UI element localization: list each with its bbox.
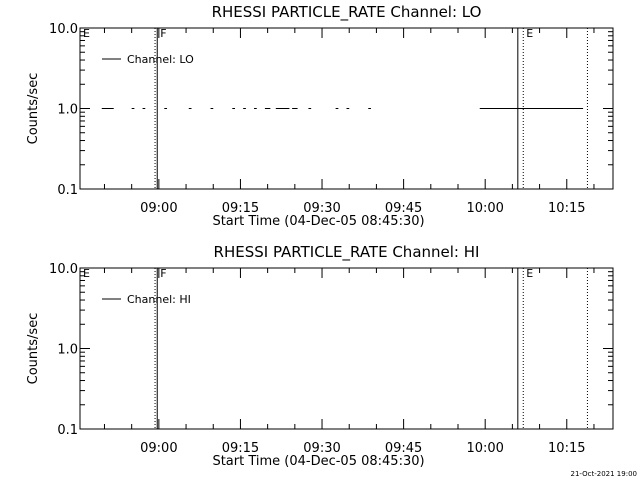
y-tick-label: 1.0: [57, 103, 78, 118]
y-tick-label: 10.0: [49, 22, 78, 37]
event-marker-label: E: [526, 267, 533, 280]
event-marker-label: F: [160, 267, 166, 280]
x-tick-label: 09:00: [140, 441, 177, 456]
event-marker-label: E: [526, 27, 533, 40]
chart-title: RHESSI PARTICLE_RATE Channel: LO: [212, 3, 482, 22]
x-tick-label: 09:15: [222, 441, 259, 456]
chart-panel-lo: RHESSI PARTICLE_RATE Channel: LO 0.1 1.0 10…: [26, 3, 614, 229]
x-tick-label: 09:15: [222, 201, 259, 216]
y-tick-label: 1.0: [57, 343, 78, 358]
y-tick-label: 10.0: [49, 262, 78, 277]
x-tick-label: 09:30: [303, 201, 340, 216]
x-tick-label: 10:00: [466, 441, 503, 456]
footer-timestamp: 21-Oct-2021 19:00: [571, 470, 637, 478]
x-tick-label: 09:30: [303, 441, 340, 456]
x-axis-label: Start Time (04-Dec-05 08:45:30): [212, 214, 424, 229]
event-marker-label: E: [83, 267, 90, 280]
y-tick-label: 0.1: [57, 423, 78, 438]
x-tick-label: 09:45: [385, 441, 422, 456]
legend-label: Channel: LO: [127, 53, 194, 66]
event-marker-label: F: [160, 27, 166, 40]
chart-panel-hi: RHESSI PARTICLE_RATE Channel: HI 0.1 1.0 10…: [26, 243, 614, 469]
y-axis-label: Counts/sec: [26, 313, 41, 385]
legend-label: Channel: HI: [127, 293, 191, 306]
x-axis-label: Start Time (04-Dec-05 08:45:30): [212, 454, 424, 469]
chart-title: RHESSI PARTICLE_RATE Channel: HI: [214, 243, 480, 262]
x-tick-label: 10:15: [548, 201, 585, 216]
x-tick-label: 10:15: [548, 441, 585, 456]
x-tick-label: 09:45: [385, 201, 422, 216]
event-marker-label: E: [83, 27, 90, 40]
x-tick-label: 10:00: [466, 201, 503, 216]
x-tick-label: 09:00: [140, 201, 177, 216]
y-axis-label: Counts/sec: [26, 73, 41, 145]
y-tick-label: 0.1: [57, 183, 78, 198]
